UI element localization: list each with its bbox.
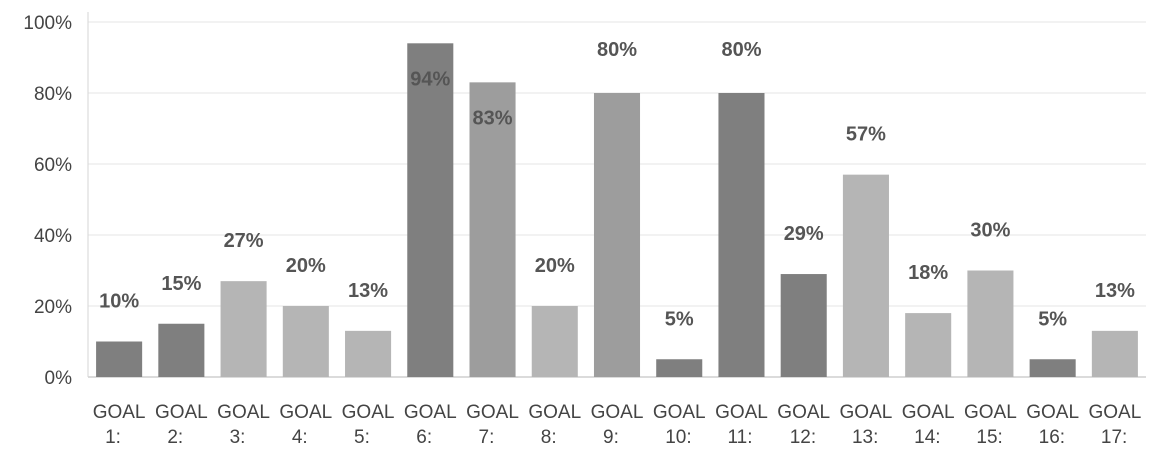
bar: [905, 313, 952, 377]
data-label: 94%: [410, 68, 450, 90]
x-tick-label: GOAL: [1088, 402, 1141, 423]
data-label: 13%: [1095, 280, 1135, 302]
bar: [158, 323, 205, 377]
bar: [780, 274, 827, 377]
y-tick-label: 60%: [34, 155, 72, 176]
data-label: 30%: [970, 220, 1010, 242]
data-label: 83%: [473, 107, 513, 129]
bar: [469, 82, 516, 377]
x-tick-label: 5:: [354, 427, 370, 448]
data-label: 5%: [665, 308, 694, 330]
x-tick-label: 14:: [914, 427, 940, 448]
data-label: 57%: [846, 124, 886, 146]
bar: [282, 306, 329, 377]
x-tick-label: 7:: [479, 427, 495, 448]
x-tick-label: GOAL: [902, 402, 955, 423]
bar: [593, 93, 641, 377]
y-tick-label: 100%: [23, 13, 72, 34]
x-tick-label: 12:: [790, 427, 816, 448]
x-tick-label: 16:: [1039, 427, 1065, 448]
x-tick-label: 11:: [727, 427, 752, 448]
bar: [96, 341, 143, 377]
bar: [1029, 359, 1076, 377]
x-tick-label: 10:: [665, 427, 691, 448]
data-label: 27%: [224, 230, 264, 252]
x-tick-label: 3:: [230, 427, 246, 448]
bar: [220, 281, 267, 377]
data-label: 10%: [99, 291, 139, 313]
y-tick-label: 0%: [45, 368, 73, 389]
x-tick-label: 13:: [852, 427, 878, 448]
bar: [967, 270, 1014, 377]
bar: [531, 306, 578, 377]
data-label: 13%: [348, 280, 388, 302]
x-tick-label: GOAL: [342, 402, 395, 423]
x-tick-label: GOAL: [528, 402, 581, 423]
bar: [842, 174, 889, 377]
y-axis: 0% 20% 40% 60% 80% 100%: [23, 12, 1146, 389]
x-tick-label: GOAL: [93, 402, 146, 423]
data-label: 20%: [535, 255, 575, 277]
x-tick-label: 8:: [541, 427, 557, 448]
y-tick-label: 80%: [34, 84, 72, 105]
x-tick-label: 4:: [292, 427, 308, 448]
x-tick-label: GOAL: [840, 402, 893, 423]
data-label: 5%: [1038, 308, 1067, 330]
x-tick-label: GOAL: [777, 402, 830, 423]
data-label: 80%: [721, 39, 761, 61]
bar: [1091, 330, 1138, 377]
y-tick-label: 20%: [34, 297, 72, 318]
x-tick-label: GOAL: [964, 402, 1017, 423]
x-tick-label: GOAL: [715, 402, 768, 423]
bar: [407, 43, 454, 378]
x-tick-label: GOAL: [279, 402, 332, 423]
bar: [656, 359, 703, 377]
x-tick-label: 6:: [416, 427, 432, 448]
x-tick-label: 15:: [976, 427, 1002, 448]
x-tick-label: 9:: [603, 427, 619, 448]
x-tick-label: GOAL: [404, 402, 457, 423]
x-tick-label: GOAL: [217, 402, 270, 423]
x-axis: GOAL 1: GOAL 2: GOAL 3: GOAL 4: GOAL 5: GOAL 6: GOAL…: [93, 402, 1142, 448]
data-label: 15%: [161, 273, 201, 295]
bars: [96, 43, 1138, 378]
x-tick-label: 2:: [167, 427, 183, 448]
y-tick-label: 40%: [34, 226, 72, 247]
bar: [718, 93, 765, 377]
x-tick-label: 17:: [1101, 427, 1127, 448]
x-tick-label: GOAL: [653, 402, 706, 423]
data-label: 20%: [286, 255, 326, 277]
x-tick-label: GOAL: [591, 402, 644, 423]
x-tick-label: 1:: [105, 427, 121, 448]
x-tick-label: GOAL: [1026, 402, 1079, 423]
data-label: 80%: [597, 39, 637, 61]
data-label: 29%: [784, 223, 824, 245]
data-label: 18%: [908, 262, 948, 284]
x-tick-label: GOAL: [155, 402, 208, 423]
x-tick-label: GOAL: [466, 402, 519, 423]
data-labels: 10% 15% 27% 20% 13% 94% 83% 20% 80% 5% 80% 29% 57% 18…: [99, 39, 1135, 330]
bar: [345, 330, 392, 377]
